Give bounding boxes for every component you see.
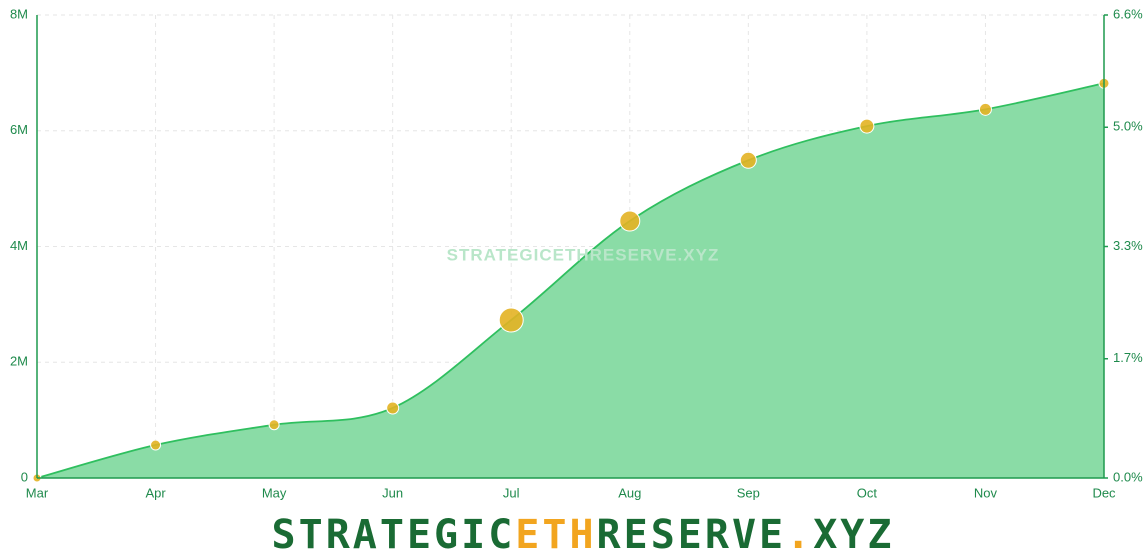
x-tick-label: Nov (974, 485, 998, 500)
y-tick-label: 6M (10, 122, 28, 137)
y-tick-label: 2M (10, 354, 28, 369)
point (859, 118, 875, 134)
x-tick-label: Oct (857, 485, 878, 500)
point (268, 419, 280, 431)
logo: STRATEGICETHRESERVE.XYZ (272, 512, 895, 552)
x-tick-label: Sep (737, 485, 760, 500)
y-tick-label: 0 (21, 469, 28, 484)
point (619, 210, 641, 232)
y2-tick-label: 5.0% (1113, 119, 1143, 134)
y2-tick-label: 3.3% (1113, 238, 1143, 253)
logo-part: . (786, 512, 813, 552)
x-tick-label: Dec (1092, 485, 1116, 500)
logo-part: STRATEGIC (272, 512, 516, 552)
y2-tick-label: 1.7% (1113, 350, 1143, 365)
logo-part: ETH (515, 512, 596, 552)
point (978, 102, 992, 116)
point (150, 439, 162, 451)
point (498, 307, 524, 333)
x-tick-label: Mar (26, 485, 49, 500)
area (37, 83, 1104, 478)
y2-tick-label: 6.6% (1113, 6, 1143, 21)
x-tick-label: Jul (503, 485, 520, 500)
point (739, 151, 757, 169)
logo-part: XYZ (813, 512, 894, 552)
x-tick-label: Jun (382, 485, 403, 500)
logo-part: RESERVE (597, 512, 787, 552)
x-tick-label: Apr (145, 485, 166, 500)
watermark: STRATEGICETHRESERVE.XYZ (447, 245, 720, 264)
line (36, 82, 1105, 479)
y2-tick-label: 0.0% (1113, 469, 1143, 484)
y-tick-label: 4M (10, 238, 28, 253)
x-tick-label: May (262, 485, 287, 500)
y-tick-label: 8M (10, 6, 28, 21)
point (386, 401, 400, 415)
x-tick-label: Aug (618, 485, 641, 500)
